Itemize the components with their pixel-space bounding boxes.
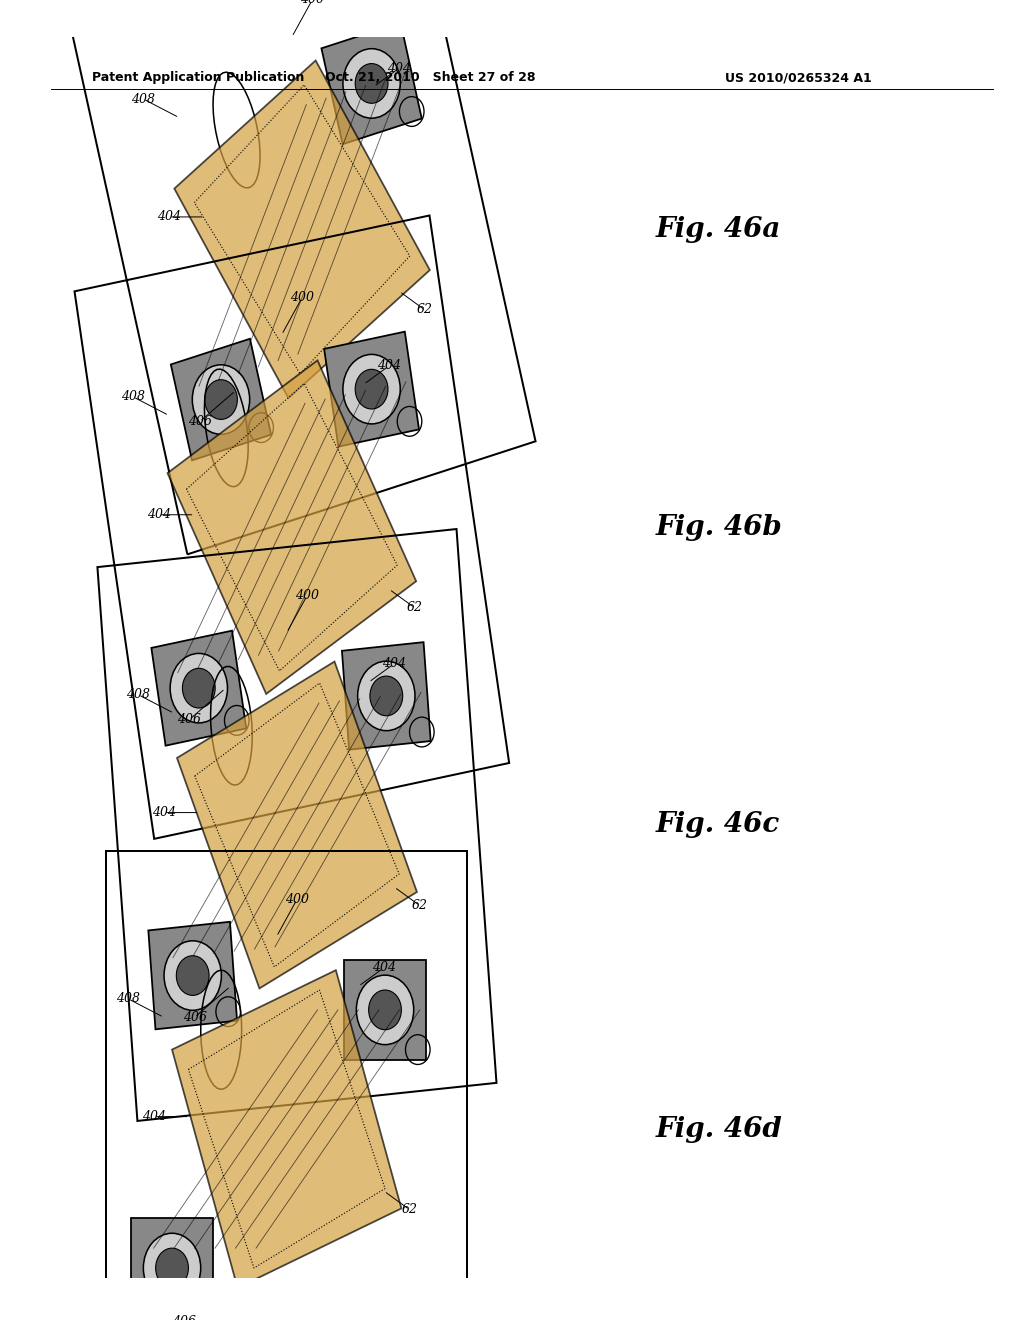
Circle shape	[370, 676, 402, 715]
Circle shape	[156, 1249, 188, 1288]
Text: Fig. 46a: Fig. 46a	[655, 216, 780, 243]
Text: 404: 404	[377, 359, 401, 372]
Circle shape	[193, 364, 250, 434]
Polygon shape	[325, 331, 419, 446]
Text: 62: 62	[407, 602, 423, 614]
Text: 408: 408	[126, 688, 151, 701]
Circle shape	[176, 956, 209, 995]
Polygon shape	[172, 970, 401, 1288]
Text: 408: 408	[116, 993, 140, 1006]
Text: 400: 400	[290, 292, 314, 304]
Text: 408: 408	[121, 391, 145, 404]
Polygon shape	[177, 661, 417, 989]
Text: 406: 406	[172, 1315, 197, 1320]
Text: 406: 406	[177, 713, 202, 726]
Text: Oct. 21, 2010   Sheet 27 of 28: Oct. 21, 2010 Sheet 27 of 28	[325, 71, 536, 84]
Polygon shape	[171, 339, 271, 461]
Polygon shape	[131, 1218, 213, 1317]
Text: 404: 404	[157, 210, 181, 223]
Text: 404: 404	[146, 508, 171, 521]
Circle shape	[170, 653, 227, 723]
Text: Fig. 46c: Fig. 46c	[655, 812, 779, 838]
Circle shape	[205, 380, 238, 420]
Polygon shape	[344, 960, 426, 1060]
Polygon shape	[168, 360, 416, 694]
Polygon shape	[322, 22, 422, 144]
Text: 406: 406	[187, 416, 212, 428]
Text: US 2010/0265324 A1: US 2010/0265324 A1	[725, 71, 872, 84]
Text: 404: 404	[382, 657, 407, 671]
Text: 400: 400	[295, 589, 319, 602]
Circle shape	[355, 63, 388, 103]
Text: Patent Application Publication: Patent Application Publication	[92, 71, 304, 84]
Circle shape	[343, 49, 400, 119]
Text: 400: 400	[300, 0, 325, 7]
Circle shape	[357, 661, 415, 731]
Text: 62: 62	[417, 304, 433, 317]
Circle shape	[164, 941, 221, 1010]
Polygon shape	[174, 61, 430, 399]
Polygon shape	[148, 921, 238, 1030]
Text: Fig. 46d: Fig. 46d	[655, 1115, 782, 1143]
Circle shape	[143, 1233, 201, 1303]
Text: 400: 400	[285, 892, 309, 906]
Text: 62: 62	[401, 1203, 418, 1216]
Text: Fig. 46b: Fig. 46b	[655, 513, 782, 541]
Text: 404: 404	[372, 961, 396, 974]
Text: 404: 404	[152, 807, 176, 820]
Circle shape	[356, 975, 414, 1044]
Text: 404: 404	[141, 1110, 166, 1123]
Circle shape	[369, 990, 401, 1030]
Polygon shape	[152, 631, 246, 746]
Text: 404: 404	[387, 62, 412, 74]
Polygon shape	[342, 642, 431, 750]
Text: 406: 406	[182, 1011, 207, 1024]
Text: 408: 408	[131, 92, 156, 106]
Circle shape	[182, 668, 215, 708]
Circle shape	[343, 354, 400, 424]
Circle shape	[355, 370, 388, 409]
Text: 62: 62	[412, 899, 428, 912]
